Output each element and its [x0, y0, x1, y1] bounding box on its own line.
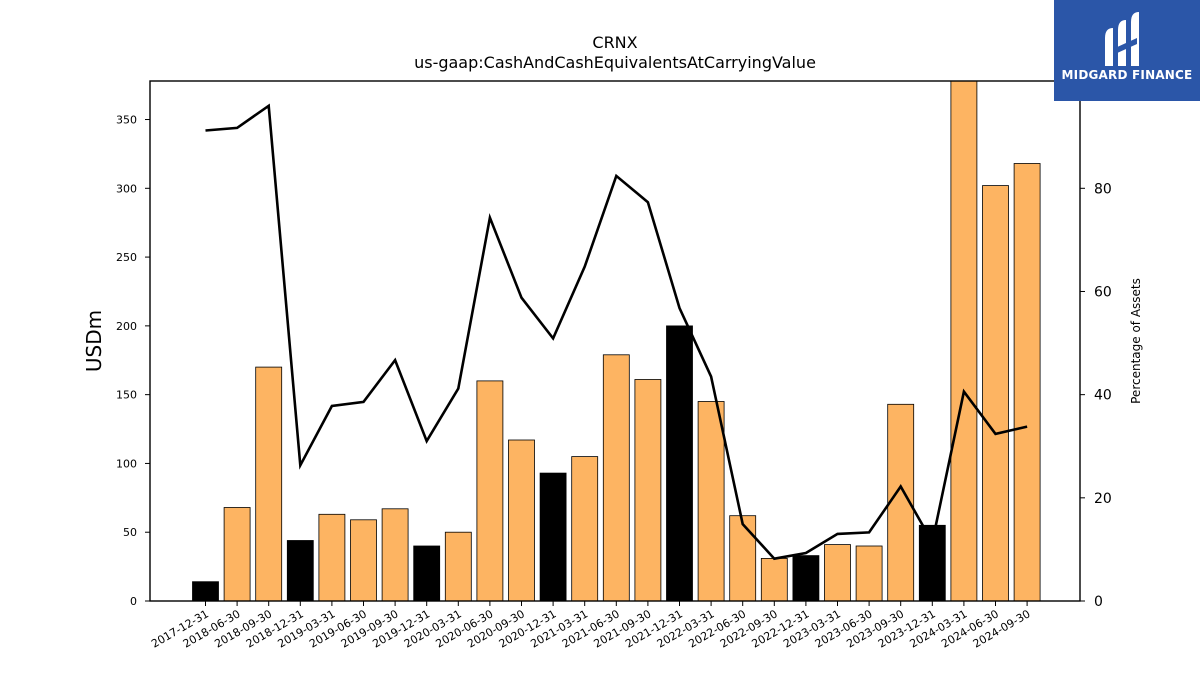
- bar-2022-09-30: [760, 558, 788, 602]
- bar-2019-12-31: [413, 545, 441, 602]
- midgard-logo-icon: [1105, 12, 1139, 66]
- bar-2018-06-30: [223, 507, 251, 602]
- bar-2019-06-30: [350, 519, 377, 602]
- y-tick-label: 150: [116, 389, 137, 402]
- y2-tick-label: 60: [1094, 284, 1112, 300]
- bar-2020-06-30: [476, 380, 504, 602]
- y-tick-label: 250: [116, 251, 137, 264]
- line-series: [205, 103, 1028, 561]
- bar-2021-06-30: [602, 354, 630, 602]
- bar-series: [192, 80, 1041, 602]
- bar-2022-03-31: [697, 401, 725, 602]
- y2-tick-label: 80: [1094, 181, 1112, 197]
- y-tick-label: 0: [130, 595, 137, 608]
- bar-2021-09-30: [634, 379, 662, 602]
- y-tick-label: 300: [116, 182, 137, 195]
- bar-2024-09-30: [1013, 163, 1041, 602]
- bar-2017-12-31: [192, 581, 219, 602]
- y2-tick-label: 20: [1094, 491, 1112, 507]
- bar-2020-12-31: [539, 472, 567, 602]
- bar-2022-06-30: [729, 515, 757, 602]
- bar-2019-03-31: [318, 513, 346, 602]
- bar-2020-03-31: [444, 531, 472, 602]
- bar-2022-12-31: [792, 555, 820, 602]
- y-tick-label: 100: [116, 457, 137, 470]
- bar-2024-03-31: [950, 80, 978, 602]
- bar-2021-03-31: [571, 456, 599, 602]
- bar-2021-12-31: [666, 325, 693, 602]
- bar-2019-09-30: [381, 508, 409, 602]
- bar-2023-06-30: [855, 545, 883, 602]
- y2-axis-label: Percentage of Assets: [1129, 278, 1143, 404]
- chart-title: CRNX: [592, 33, 637, 52]
- chart-subtitle: us-gaap:CashAndCashEquivalentsAtCarrying…: [414, 53, 816, 72]
- logo: MIDGARD FINANCE: [1054, 0, 1200, 101]
- y-axis-label: USDm: [82, 310, 106, 372]
- logo-text: MIDGARD FINANCE: [1061, 68, 1193, 82]
- y2-tick-label: 0: [1094, 594, 1103, 610]
- bar-2018-12-31: [286, 540, 314, 602]
- bar-2024-06-30: [982, 185, 1009, 602]
- y2-tick-label: 40: [1094, 388, 1112, 404]
- bar-2018-09-30: [255, 366, 283, 602]
- plot-frame: [149, 80, 1081, 602]
- y-tick-label: 350: [116, 114, 137, 127]
- y-tick-label: 200: [116, 320, 137, 333]
- y-tick-label: 50: [123, 526, 137, 539]
- bar-2020-09-30: [508, 439, 535, 602]
- bar-2023-03-31: [824, 544, 851, 602]
